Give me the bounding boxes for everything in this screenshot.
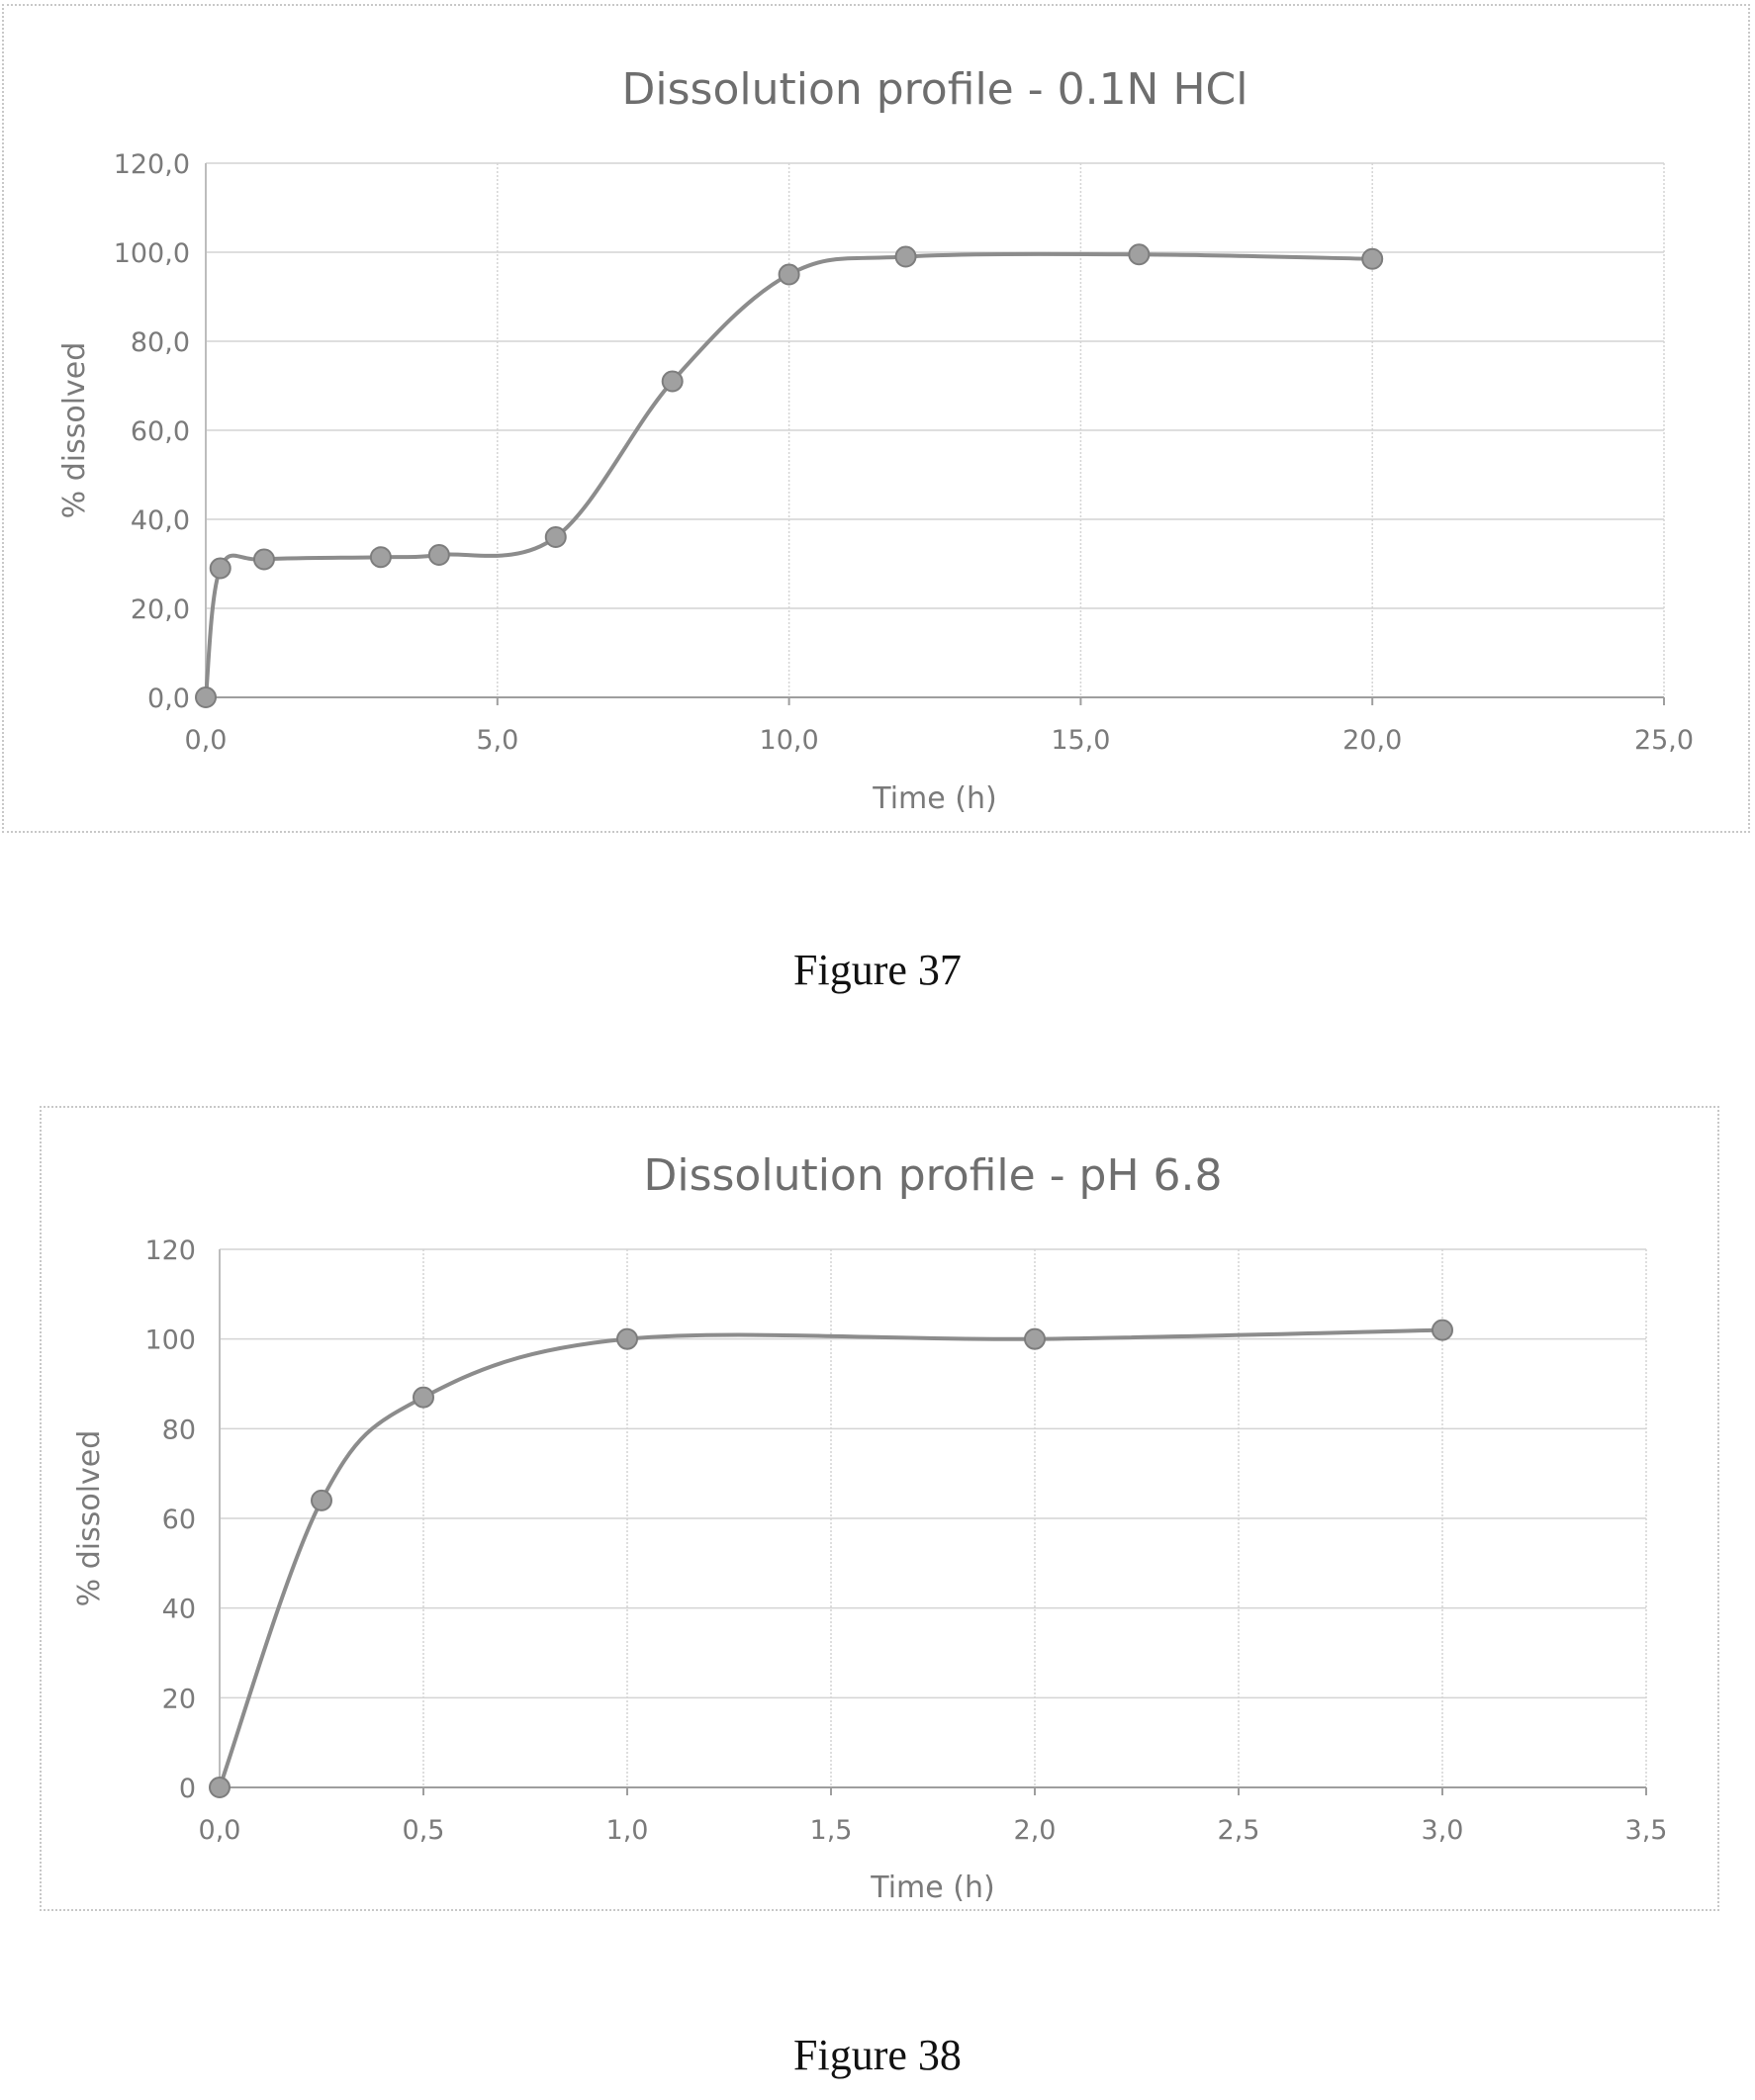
y-tick-label: 60,0 xyxy=(131,416,190,447)
data-point xyxy=(1361,247,1384,270)
chart-dissolution-ph68: 0,0 0,5 1,0 1,5 2,0 2,5 3,0 3,5 0 20 40 60 80 100 120 D… xyxy=(72,1150,1667,1905)
y-tick-label: 100,0 xyxy=(114,238,190,269)
y-tick-label: 40 xyxy=(162,1595,196,1625)
figure-38-frame xyxy=(40,1106,1719,1911)
data-point xyxy=(661,370,684,393)
data-point xyxy=(894,245,917,268)
data-point xyxy=(209,557,231,580)
x-tick-label: 0,5 xyxy=(403,1815,445,1846)
data-point xyxy=(311,1489,332,1511)
data-point xyxy=(413,1386,434,1409)
series-line xyxy=(218,1327,1444,1789)
x-axis-label: Time (h) xyxy=(872,781,996,816)
x-tick-label: 3,0 xyxy=(1422,1815,1464,1846)
data-point xyxy=(209,1777,231,1798)
chart-title: Dissolution profile - pH 6.8 xyxy=(643,1150,1222,1201)
data-point xyxy=(1024,1327,1046,1350)
x-tick-label: 2,0 xyxy=(1014,1815,1057,1846)
x-tick-label: 3,5 xyxy=(1625,1815,1668,1846)
y-tick-label: 20 xyxy=(162,1684,196,1714)
figure-38-caption: Figure 38 xyxy=(793,2031,962,2079)
data-point xyxy=(427,544,450,566)
y-tick-label: 100 xyxy=(144,1325,196,1356)
data-point xyxy=(616,1327,638,1350)
data-point xyxy=(369,546,392,569)
x-tick-label: 2,5 xyxy=(1218,1815,1260,1846)
y-tick-label: 0 xyxy=(179,1774,196,1804)
chart-dissolution-hcl: 0,0 5,0 10,0 15,0 20,0 25,0 0,0 20,0 40,0 60,0 80,… xyxy=(57,64,1694,816)
y-axis-label: % dissolved xyxy=(72,1430,107,1607)
y-tick-label: 20,0 xyxy=(131,594,190,625)
y-tick-label: 0,0 xyxy=(147,684,190,714)
y-axis-label: % dissolved xyxy=(57,342,92,519)
y-tick-label: 80 xyxy=(162,1415,196,1445)
figure-37-caption: Figure 37 xyxy=(793,946,962,994)
x-tick-label: 0,0 xyxy=(185,725,228,756)
data-point xyxy=(1128,243,1151,266)
data-point xyxy=(778,263,800,286)
x-tick-label: 10,0 xyxy=(760,725,819,756)
data-point xyxy=(544,526,567,548)
y-tick-label: 120 xyxy=(144,1235,196,1266)
y-tick-label: 60 xyxy=(162,1505,196,1535)
x-tick-label: 20,0 xyxy=(1342,725,1402,756)
chart-title: Dissolution profile - 0.1N HCl xyxy=(622,64,1248,115)
data-point xyxy=(195,686,217,708)
x-tick-label: 25,0 xyxy=(1634,725,1694,756)
y-tick-label: 40,0 xyxy=(131,505,190,536)
data-point xyxy=(1432,1319,1453,1341)
y-tick-label: 80,0 xyxy=(131,327,190,358)
x-tick-label: 5,0 xyxy=(476,725,518,756)
x-tick-label: 0,0 xyxy=(199,1815,241,1846)
figure-37-frame xyxy=(2,4,1750,833)
x-tick-label: 1,0 xyxy=(606,1815,649,1846)
x-tick-label: 1,5 xyxy=(810,1815,853,1846)
x-axis-label: Time (h) xyxy=(870,1871,994,1905)
x-tick-label: 15,0 xyxy=(1051,725,1110,756)
y-tick-label: 120,0 xyxy=(114,149,190,180)
data-point xyxy=(252,548,275,571)
